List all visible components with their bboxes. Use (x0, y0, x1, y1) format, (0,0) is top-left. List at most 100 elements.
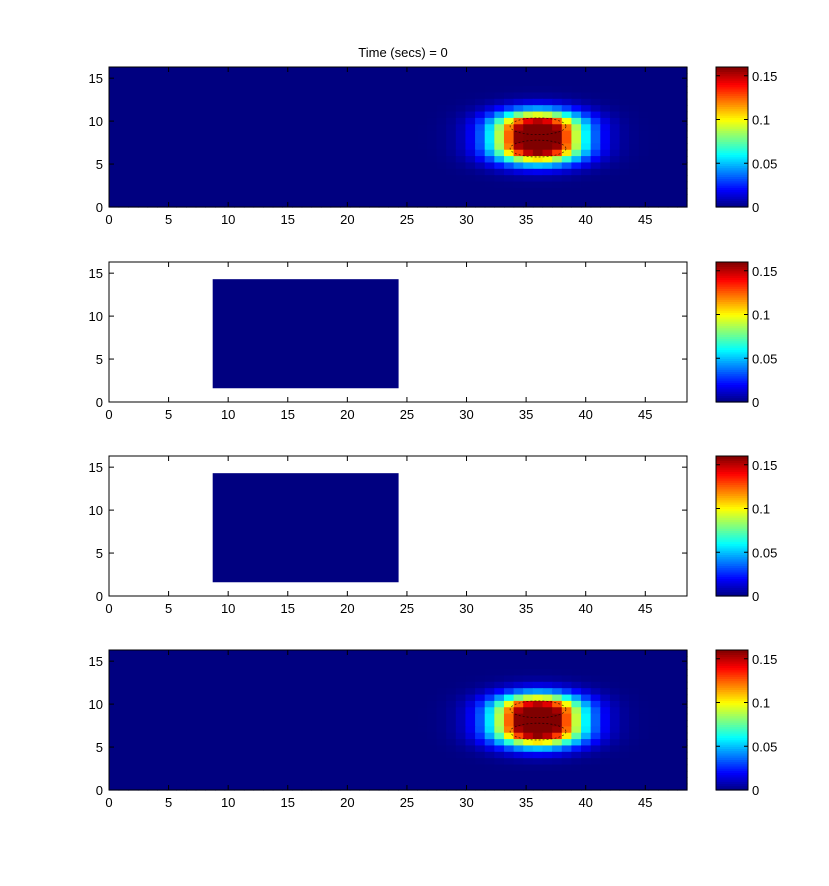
heatmap-cell (398, 137, 409, 144)
axes-frame (108, 66, 688, 208)
heatmap-cell (658, 675, 669, 683)
x-tick-label: 25 (400, 601, 414, 616)
heatmap-cell (532, 168, 544, 176)
axes-frame (108, 261, 688, 403)
heatmap-cell (311, 194, 322, 202)
x-tick-label: 5 (165, 795, 172, 810)
heatmap-cell (320, 770, 332, 778)
heatmap-cell (292, 681, 303, 689)
heatmap-cell (513, 720, 524, 727)
colorbar-swatch (716, 391, 748, 394)
heatmap-cell (638, 675, 650, 683)
heatmap-cell (320, 720, 332, 727)
heatmap-cell (590, 130, 601, 138)
heatmap-cell (369, 751, 380, 759)
colorbar-swatch (716, 356, 748, 359)
heatmap-cell (619, 656, 630, 664)
heatmap-cell (349, 688, 361, 696)
heatmap-cell (147, 732, 158, 740)
y-tick-label: 5 (96, 157, 103, 172)
heatmap-cell (176, 720, 187, 727)
heatmap-cell (166, 662, 178, 670)
heatmap-cell (349, 117, 361, 125)
heatmap-cell (609, 783, 621, 791)
heatmap-cell (513, 86, 524, 94)
heatmap-cell (407, 726, 418, 734)
heatmap-cell (311, 694, 322, 702)
colorbar-swatch (716, 93, 748, 97)
heatmap-cell (677, 156, 688, 164)
heatmap-cell (205, 783, 216, 791)
colorbar-swatch (716, 582, 748, 586)
heatmap-cell (157, 105, 168, 113)
heatmap-cell (475, 650, 486, 657)
heatmap-cell (407, 650, 418, 657)
heatmap-cell (234, 124, 245, 132)
colorbar-swatch (716, 347, 748, 351)
heatmap-cell (552, 675, 563, 683)
heatmap-cell (166, 726, 178, 734)
heatmap-cell (552, 181, 563, 189)
heatmap-cell (398, 751, 409, 759)
heatmap-cell (176, 194, 187, 202)
heatmap-cell (272, 688, 283, 696)
heatmap-cell (455, 656, 467, 664)
heatmap-cell (253, 688, 264, 696)
colorbar-swatch (716, 565, 748, 569)
colorbar-swatch (716, 776, 748, 780)
heatmap-cell (109, 111, 120, 119)
heatmap-cell (436, 688, 447, 696)
heatmap-cell (359, 694, 370, 702)
colorbar-swatch (716, 371, 748, 375)
heatmap-cell (378, 777, 389, 785)
heatmap-cell (629, 694, 640, 702)
heatmap-cell (349, 675, 361, 683)
heatmap-cell (157, 707, 168, 715)
heatmap-cell (417, 149, 428, 157)
heatmap-cell (320, 67, 332, 74)
heatmap-cell (311, 675, 322, 683)
heatmap-cell (436, 111, 447, 119)
heatmap-cell (436, 675, 447, 683)
heatmap-cell (407, 770, 418, 778)
colorbar-swatch (716, 362, 748, 366)
heatmap-cell (436, 117, 447, 125)
heatmap-cell (638, 143, 650, 151)
heatmap-cell (263, 745, 274, 753)
heatmap-cell (648, 105, 659, 113)
heatmap-cell (465, 758, 476, 766)
heatmap-cell (532, 770, 544, 778)
heatmap-cell (465, 156, 476, 164)
heatmap-cell (581, 745, 592, 753)
heatmap-cell (176, 156, 187, 164)
heatmap-cell (263, 713, 274, 721)
heatmap-cell (465, 770, 476, 778)
colorbar-swatch (716, 130, 748, 134)
heatmap-cell (205, 200, 216, 208)
heatmap-cell (369, 707, 380, 715)
heatmap-cell (436, 751, 447, 759)
heatmap-cell (436, 713, 447, 721)
heatmap-cell (388, 111, 399, 119)
colorbar-swatch (716, 521, 748, 525)
heatmap-cell (658, 162, 669, 170)
heatmap-cell (359, 650, 370, 657)
heatmap-cell (465, 745, 476, 753)
heatmap-cell (503, 650, 515, 657)
heatmap-cell (301, 656, 312, 664)
heatmap-cell (407, 137, 418, 144)
heatmap-cell (224, 162, 235, 170)
heatmap-cell (455, 726, 467, 734)
colorbar-swatch (716, 674, 748, 677)
heatmap-cell (320, 694, 332, 702)
heatmap-cell (263, 117, 274, 125)
heatmap-cell (157, 662, 168, 670)
heatmap-cell (426, 111, 438, 119)
heatmap-cell (234, 149, 245, 157)
heatmap-cell (638, 783, 650, 791)
heatmap-cell (157, 98, 168, 106)
heatmap-cell (272, 200, 283, 208)
heatmap-cell (359, 98, 370, 106)
heatmap-cell (311, 656, 322, 664)
